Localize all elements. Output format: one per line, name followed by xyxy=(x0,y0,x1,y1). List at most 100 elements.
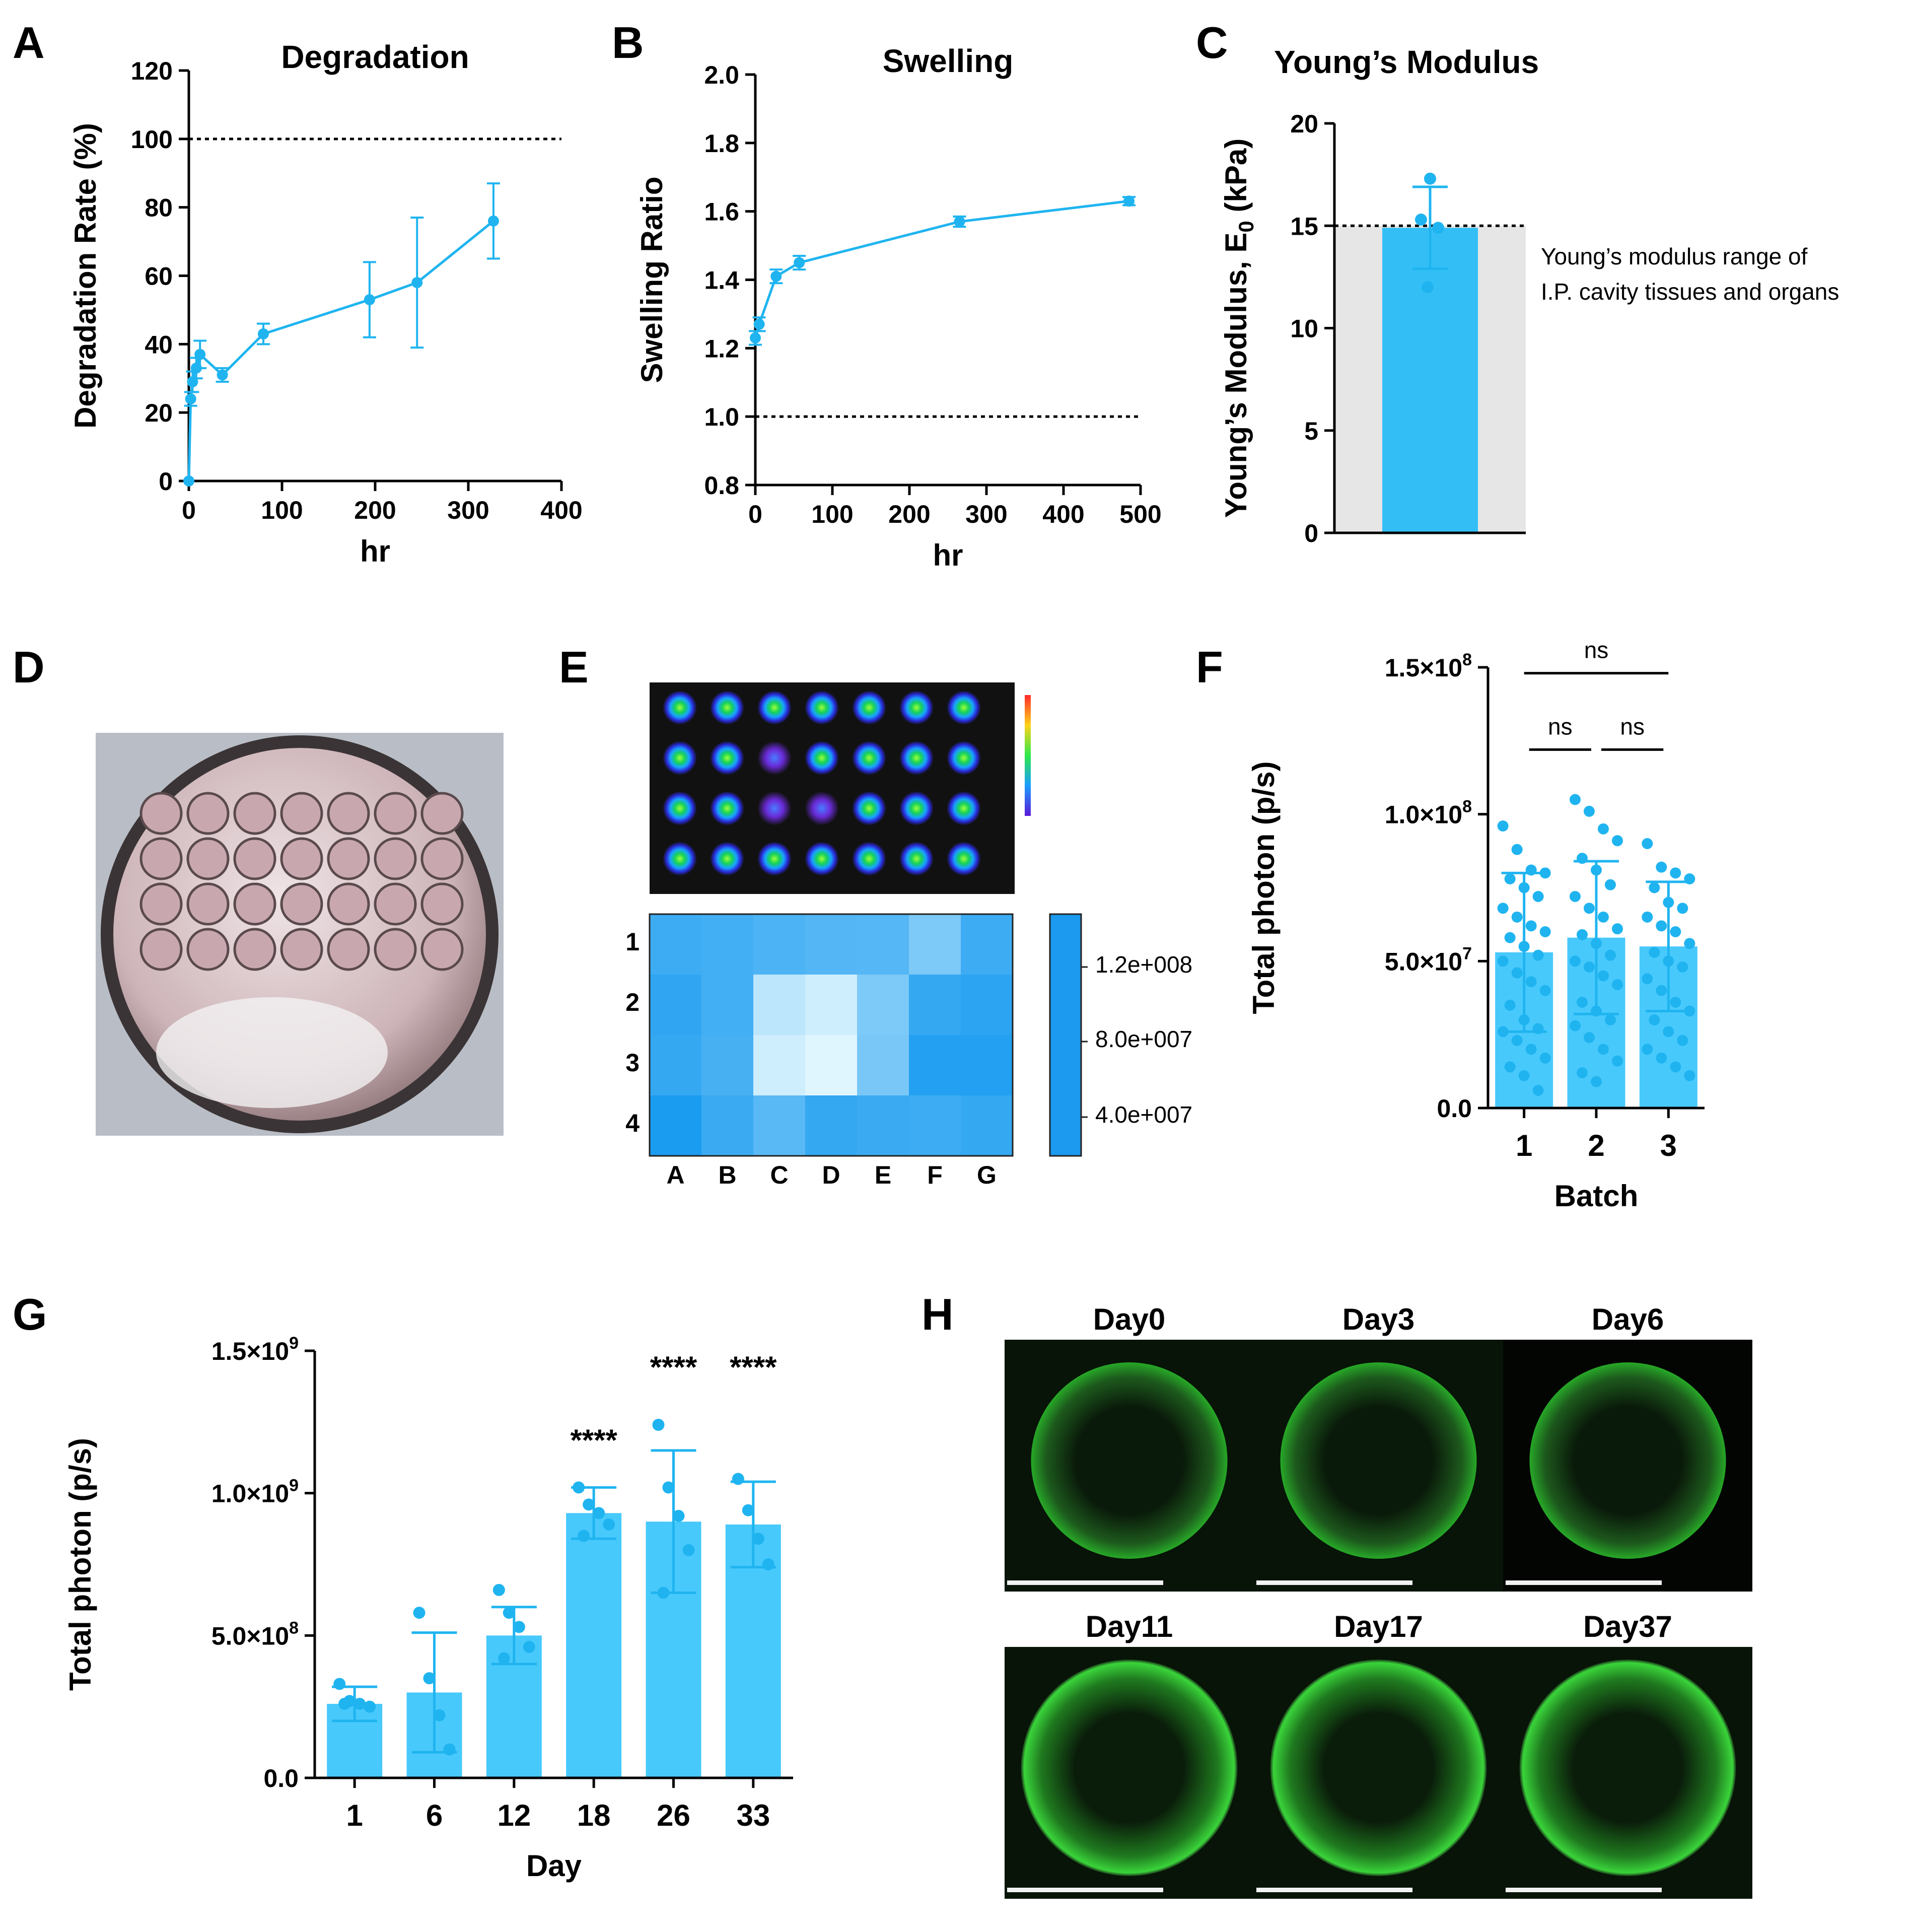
data-point xyxy=(1649,882,1660,893)
series-line xyxy=(187,220,494,481)
data-point xyxy=(1612,1055,1623,1067)
x-tick-label: 2 xyxy=(1588,1129,1604,1162)
heatmap-cell xyxy=(701,1095,754,1156)
data-point xyxy=(1598,823,1609,835)
x-tick-label: 26 xyxy=(657,1799,690,1832)
tick-exponent: 8 xyxy=(1462,797,1472,816)
y-tick-label: 10 xyxy=(1290,315,1318,343)
data-point xyxy=(1656,1052,1667,1064)
y-tick-label: 1.6 xyxy=(704,198,739,226)
heatmap-cell xyxy=(650,975,702,1036)
panel-label-f: F xyxy=(1196,642,1223,692)
fluorescence-micrographs: Day0 Day3 Day6 Day11 Day17 Day37 xyxy=(1005,1302,1752,1899)
data-point xyxy=(1539,1052,1551,1064)
data-point xyxy=(443,1743,456,1756)
scale-bar xyxy=(1506,1888,1662,1892)
ivis-color-scale xyxy=(1025,695,1031,816)
y-tick-label: 1.0×108 xyxy=(1385,797,1472,829)
y-tick-label: 1.4 xyxy=(704,266,739,295)
heatmap-cell xyxy=(701,975,754,1036)
heatmap-cell xyxy=(650,1095,702,1156)
y-tick-label: 80 xyxy=(145,194,173,222)
well xyxy=(233,837,276,880)
heatmap-colorbar xyxy=(1049,913,1082,1157)
x-tick-label: 3 xyxy=(1660,1129,1677,1162)
well xyxy=(327,928,370,971)
data-point xyxy=(185,393,196,404)
y-tick-label: 100 xyxy=(131,125,173,154)
tick-mantissa: 1.0×10 xyxy=(211,1480,289,1508)
luminescence-spot xyxy=(947,842,981,876)
heatmap-cell xyxy=(961,1035,1013,1096)
y-axis-label: Young’s Modulus, E0 (kPa) xyxy=(1219,139,1258,518)
micrograph-day-label: Day3 xyxy=(1342,1302,1414,1336)
luminescence-spot xyxy=(805,741,839,775)
bioluminescence-panel: 1 2 3 4A B C D E F G 1.2e+008 8.0e+007 4.0e+007 xyxy=(625,682,1192,1189)
data-point xyxy=(1415,214,1427,226)
scale-bar xyxy=(1256,1580,1412,1585)
heatmap-row-label: 3 xyxy=(625,1049,640,1077)
heatmap-cell xyxy=(961,914,1013,975)
bar xyxy=(1382,228,1478,533)
data-point xyxy=(1670,1061,1681,1073)
data-point xyxy=(1605,1014,1616,1025)
colorbar-tick-label: 1.2e+008 xyxy=(1095,951,1192,978)
y-tick-label: 1.5×108 xyxy=(1385,650,1472,682)
well xyxy=(233,792,276,835)
heatmap-cell xyxy=(961,1095,1013,1156)
data-point xyxy=(1649,946,1660,958)
data-point xyxy=(1497,903,1509,914)
heatmap-cell xyxy=(650,1035,702,1096)
luminescence-spot xyxy=(757,691,792,725)
data-point xyxy=(1504,873,1516,884)
luminescence-spot xyxy=(757,791,792,825)
well xyxy=(327,792,370,835)
data-point xyxy=(1577,997,1588,1008)
data-point xyxy=(258,328,269,339)
well xyxy=(327,837,370,880)
y-tick-label: 0 xyxy=(159,467,173,496)
data-point xyxy=(750,332,761,343)
ylabel-main: Young’s Modulus, E xyxy=(1219,233,1253,518)
data-point xyxy=(1532,949,1544,961)
heatmap-cell xyxy=(961,975,1013,1036)
data-point xyxy=(593,1507,605,1520)
well xyxy=(374,792,417,835)
luminescence-spot xyxy=(710,842,744,876)
bar xyxy=(566,1513,622,1778)
tick-mantissa: 1.5×10 xyxy=(211,1337,289,1365)
y-tick-label: 1.0×109 xyxy=(211,1476,299,1508)
well xyxy=(280,837,323,880)
significance-stars: **** xyxy=(650,1350,697,1384)
luminescence-spot xyxy=(710,741,744,775)
y-tick-label: 1.2 xyxy=(704,334,739,363)
heatmap-col-label: D xyxy=(822,1161,840,1189)
degradation-chart: Degradation 0 20 40 60 80 100 120 0 100 200 300 400 h… xyxy=(68,39,583,568)
tick-mantissa: 5.0×10 xyxy=(211,1622,289,1650)
panel-label-g: G xyxy=(13,1289,47,1339)
well xyxy=(280,882,323,926)
luminescence-spot xyxy=(899,842,934,876)
heatmap-cell xyxy=(909,975,961,1036)
y-tick-label: 1.5×109 xyxy=(211,1334,299,1365)
x-tick-label: 300 xyxy=(447,496,489,524)
data-point xyxy=(1539,926,1551,937)
heatmap-col-label: A xyxy=(666,1161,684,1189)
y-tick-label: 40 xyxy=(145,330,173,359)
luminescence-spot xyxy=(947,791,981,825)
data-point xyxy=(1584,805,1595,817)
data-point xyxy=(1584,961,1595,973)
significance-stars: **** xyxy=(570,1423,617,1457)
data-point xyxy=(1525,976,1537,988)
luminescence-spot xyxy=(757,741,792,775)
x-tick-label: 1 xyxy=(346,1799,363,1832)
swelling-chart: Swelling 0.8 1.0 1.2 1.4 1.6 1.8 2.0 0 100 200 300 4… xyxy=(635,43,1162,572)
data-point xyxy=(1677,903,1688,914)
data-point xyxy=(1642,911,1653,923)
chart-title: Swelling xyxy=(883,43,1014,79)
heatmap-cell xyxy=(701,1035,754,1096)
data-point xyxy=(603,1518,615,1531)
data-point xyxy=(1612,835,1623,847)
data-point xyxy=(1605,879,1616,890)
